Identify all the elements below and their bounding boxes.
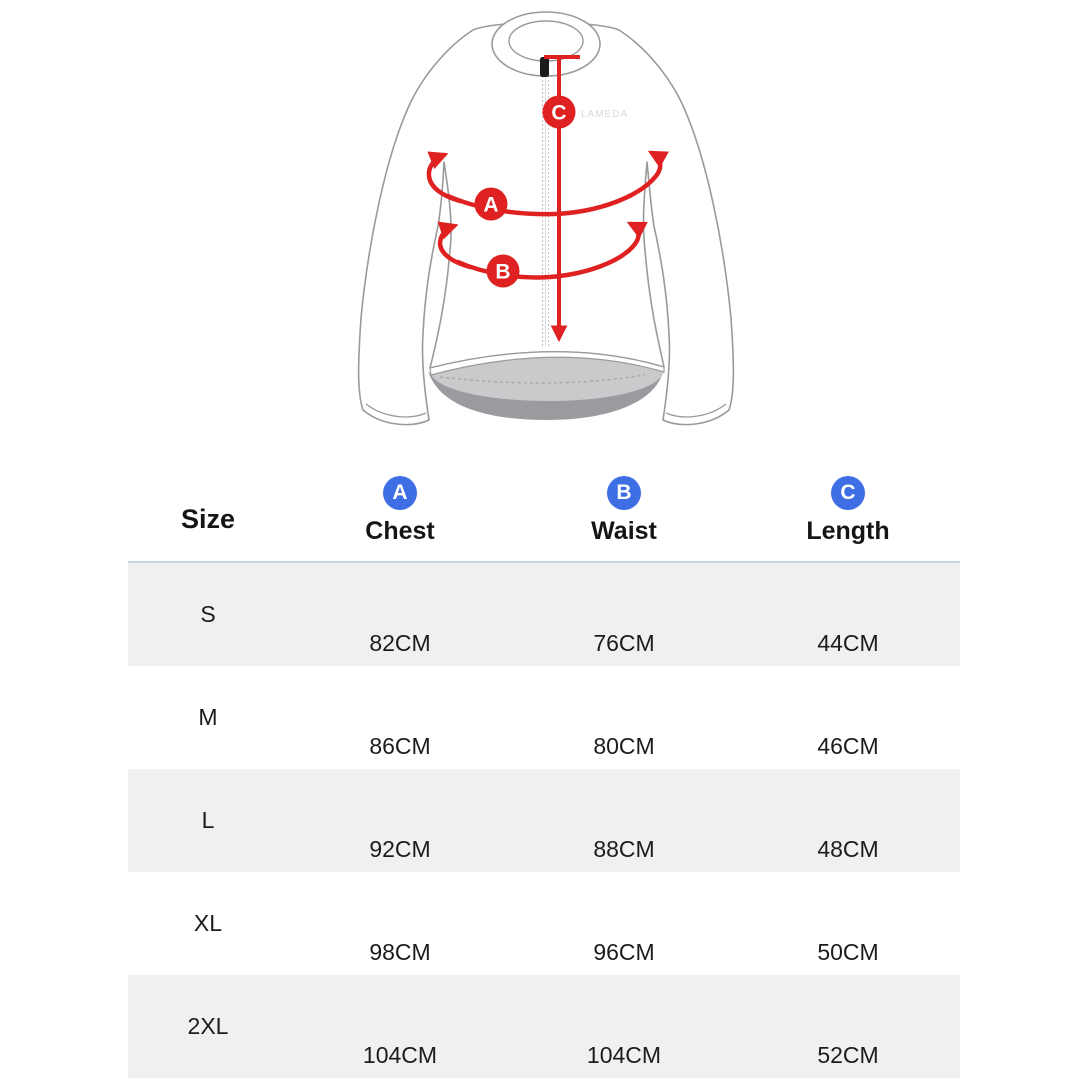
jersey-logo-text: LAMEDA [581,109,628,120]
marker-c-badge: C [542,95,576,129]
size-table-header: Size A Chest B Waist C Length [128,460,960,563]
length-header-label: Length [806,517,890,545]
length-value: 50CM [817,939,879,965]
table-row-m: M 86CM 80CM 46CM [128,666,960,769]
marker-a-letter: A [483,194,498,217]
chest-value: 82CM [369,630,431,656]
waist-value: 104CM [586,1042,662,1068]
size-value: S [200,601,216,627]
jersey-hem-drop-tail [428,369,664,420]
chest-value: 92CM [369,836,431,862]
jersey-hem-seam [439,374,646,384]
length-badge-c-icon: C [831,476,865,510]
size-value: M [198,704,218,730]
jersey-measurement-diagram: LAMEDA A B C [330,0,760,440]
jersey-diagram-svg: LAMEDA A B C [357,11,735,426]
table-row-s: S 82CM 76CM 44CM [128,563,960,666]
size-value: 2XL [187,1013,229,1039]
size-column-header: Size [128,460,288,561]
size-value: L [201,807,215,833]
marker-a-badge: A [474,187,508,221]
chest-value: 98CM [369,939,431,965]
waist-value: 88CM [593,836,655,862]
waist-value: 96CM [593,939,655,965]
waist-header-label: Waist [591,517,657,545]
chest-value: 104CM [362,1042,438,1068]
jersey-right-cuff-seam [665,403,727,418]
jersey-zipper-pull [540,57,549,77]
chest-measure-left-hook [426,151,463,204]
size-header-label: Size [180,504,236,534]
waist-badge-b-icon: B [607,476,641,510]
chest-value: 86CM [369,733,431,759]
table-row-2xl: 2XL 104CM 104CM 52CM [128,975,960,1078]
length-value: 44CM [817,630,879,656]
jersey-hem-inner-panel [431,357,664,401]
length-value: 48CM [817,836,879,862]
chest-badge-a-icon: A [383,476,417,510]
jersey-left-cuff-seam [365,403,427,418]
table-row-xl: XL 98CM 96CM 50CM [128,872,960,975]
chest-column-header: A Chest [288,460,512,561]
length-column-header: C Length [736,460,960,561]
length-value: 52CM [817,1042,879,1068]
marker-b-badge: B [486,254,520,288]
length-value: 46CM [817,733,879,759]
waist-value: 80CM [593,733,655,759]
jersey-hem-band [429,351,665,376]
marker-b-letter: B [495,261,510,284]
chest-header-label: Chest [365,517,435,545]
waist-measure-left-hook [437,221,473,270]
size-value: XL [193,910,223,936]
table-row-l: L 92CM 88CM 48CM [128,769,960,872]
waist-column-header: B Waist [512,460,736,561]
waist-value: 76CM [593,630,655,656]
marker-c-letter: C [551,102,566,125]
size-table: Size A Chest B Waist C Length S 82CM 76C… [128,460,960,1078]
